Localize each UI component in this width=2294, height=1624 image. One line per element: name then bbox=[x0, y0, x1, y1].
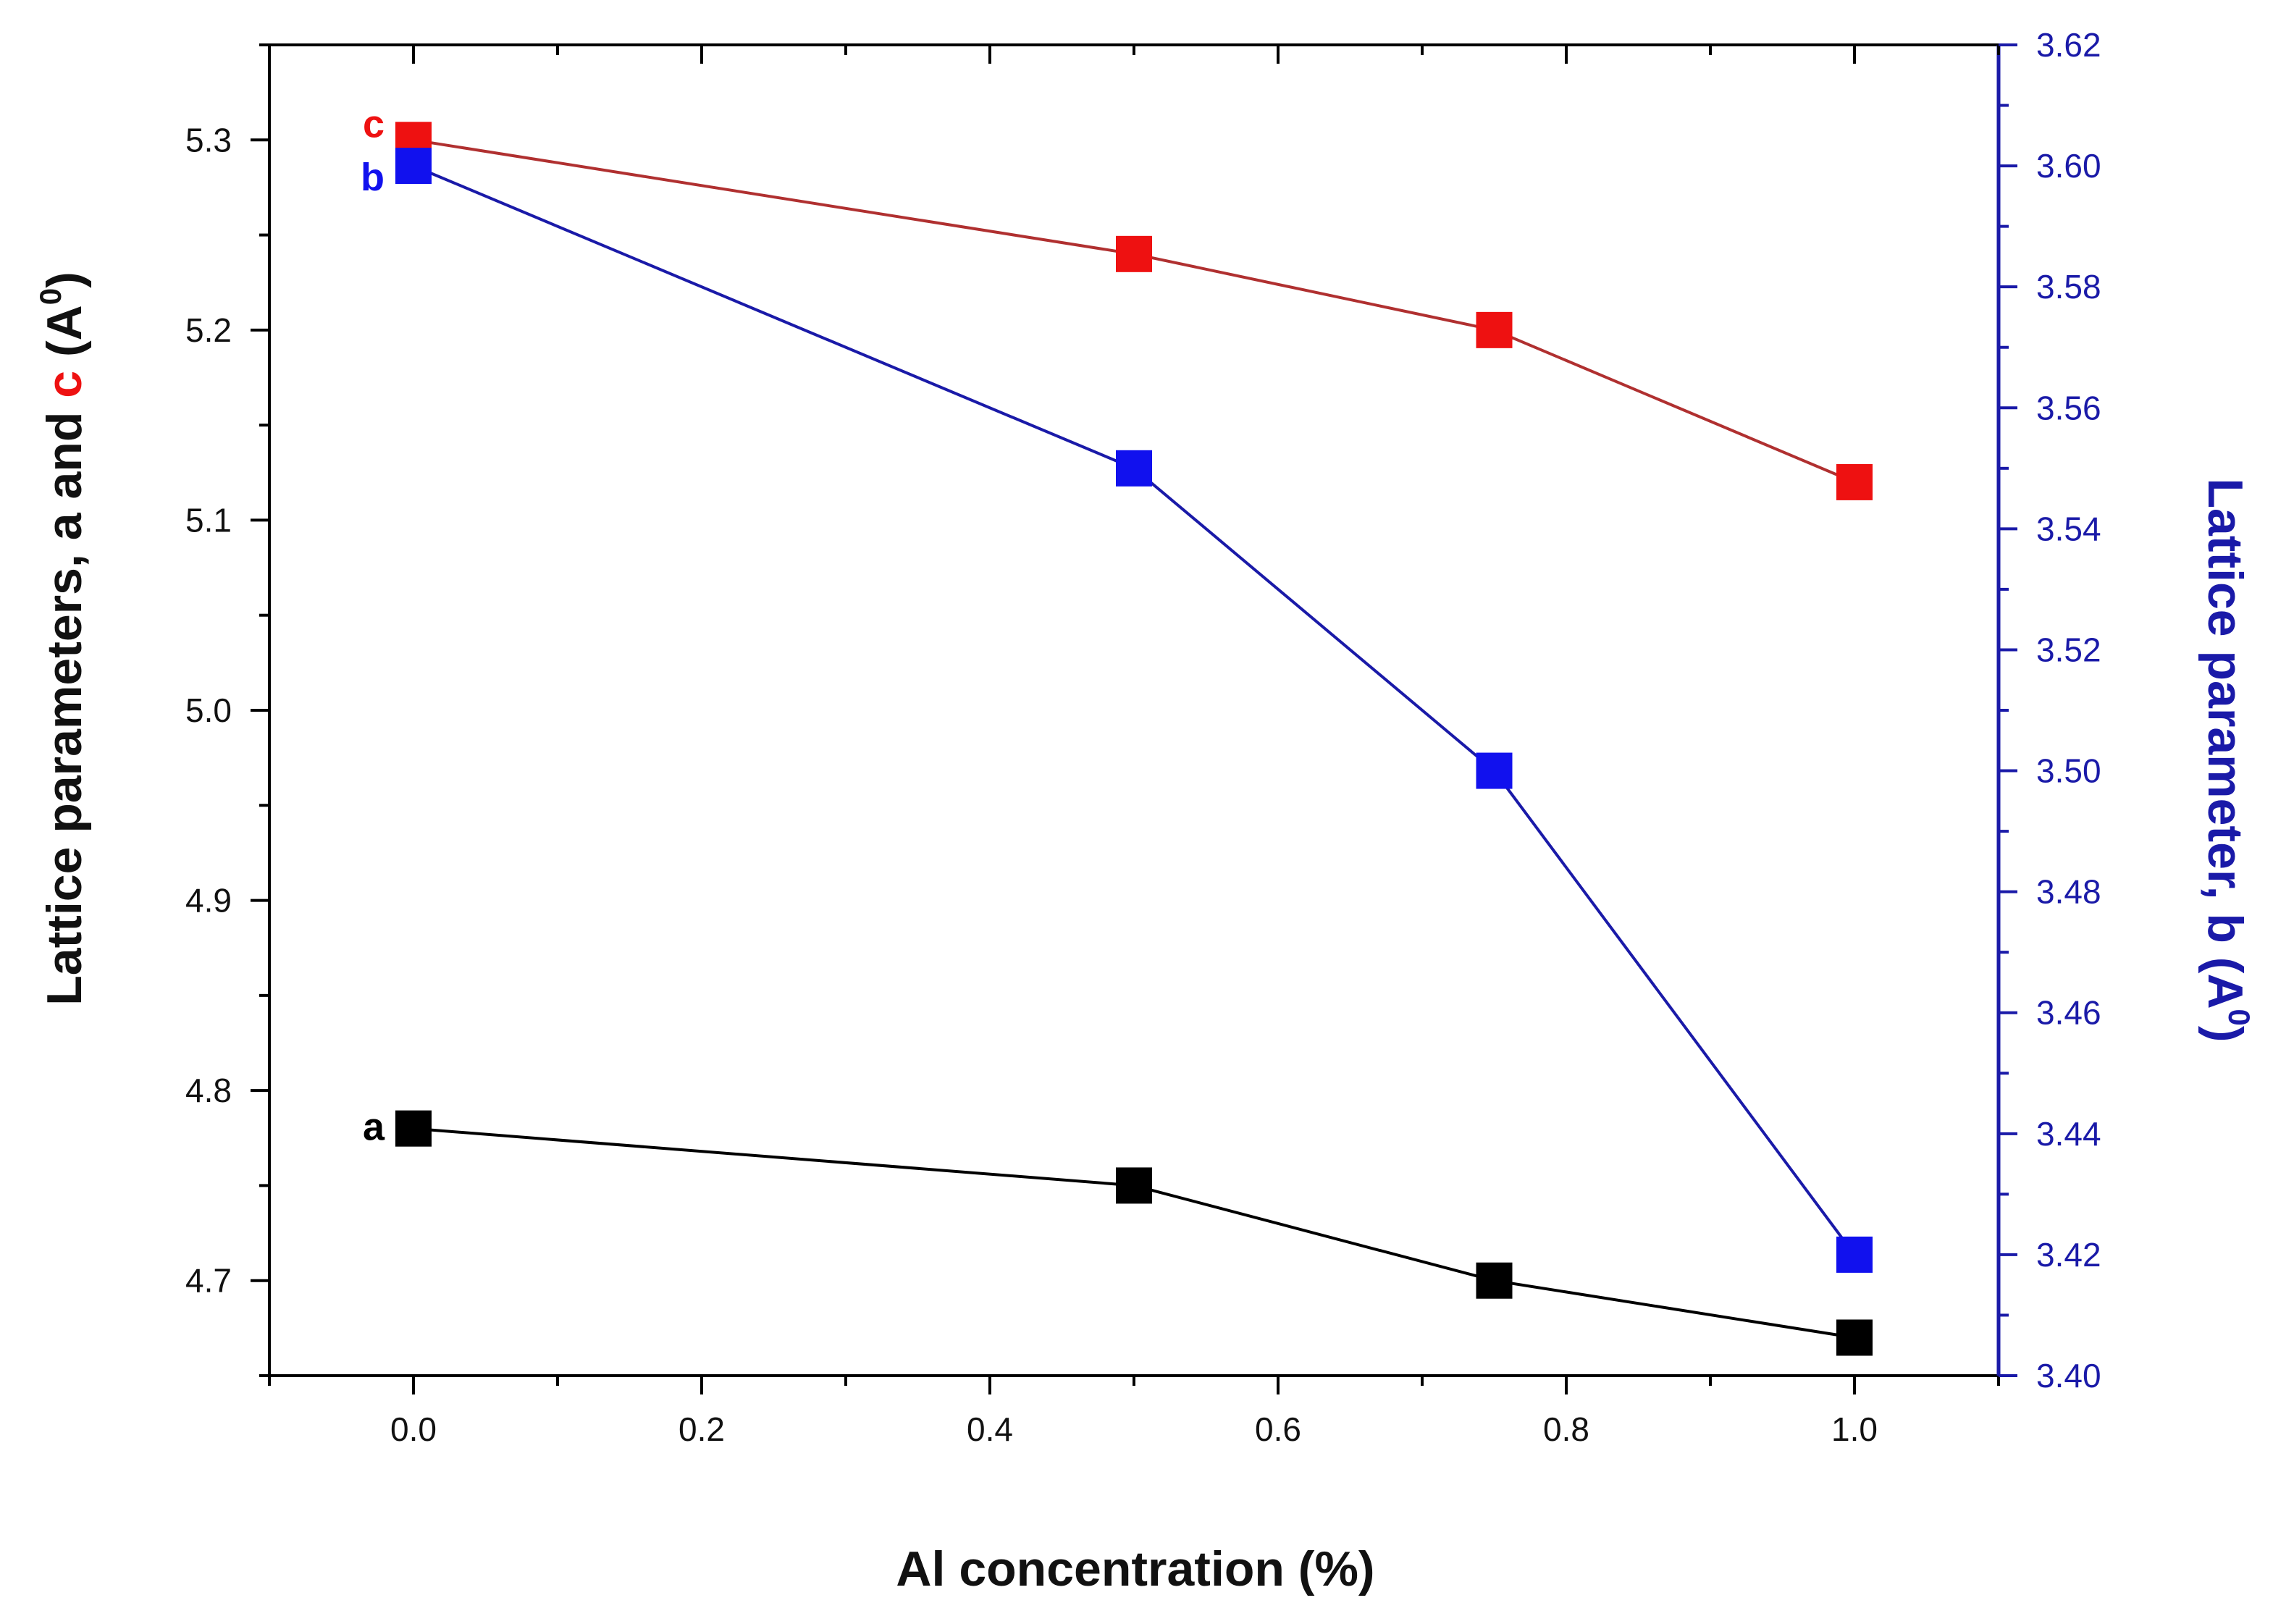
data-point-c bbox=[1476, 311, 1513, 348]
y-left-tick-label: 4.9 bbox=[185, 882, 232, 920]
data-point-b bbox=[1476, 752, 1513, 789]
data-point-c bbox=[1116, 235, 1152, 272]
y-left-tick-label: 4.8 bbox=[185, 1072, 232, 1109]
y-right-tick-label: 3.46 bbox=[2036, 994, 2101, 1032]
y-right-tick-label: 3.40 bbox=[2036, 1357, 2101, 1394]
y-left-tick-label: 4.7 bbox=[185, 1262, 232, 1300]
x-tick-label: 1.0 bbox=[1831, 1410, 1878, 1448]
y-right-tick-label: 3.58 bbox=[2036, 268, 2101, 306]
series-line-c bbox=[413, 138, 1855, 484]
y-right-tick-label: 3.44 bbox=[2036, 1115, 2101, 1153]
data-point-b bbox=[395, 148, 432, 185]
y-right-tick-label: 3.60 bbox=[2036, 147, 2101, 185]
y-axis-title-left: Lattice parameters, a and c (A0) bbox=[33, 272, 92, 1006]
y-axis-title-left-highlight: c bbox=[37, 371, 92, 398]
y-left-tick-label: 5.2 bbox=[185, 311, 232, 349]
y-right-tick-label: 3.52 bbox=[2036, 631, 2101, 668]
series-line-a bbox=[413, 1127, 1855, 1339]
y-axis-title-right: Lattice parameter, b (A0) bbox=[2198, 478, 2256, 1042]
series-group bbox=[395, 122, 1873, 1356]
data-point-b bbox=[1116, 450, 1152, 487]
data-point-c bbox=[1836, 463, 1873, 500]
y-left-tick-label: 5.0 bbox=[185, 691, 232, 729]
y-right-tick-label: 3.50 bbox=[2036, 752, 2101, 790]
y-axis-title-left-superscript: 0 bbox=[33, 288, 67, 305]
y-right-tick-label: 3.56 bbox=[2036, 389, 2101, 426]
y-left-tick-label: 5.3 bbox=[185, 121, 232, 159]
y-axis-title-right-close: ) bbox=[2198, 1026, 2253, 1043]
y-right-tick-label: 3.62 bbox=[2036, 26, 2101, 64]
series-label-b: b bbox=[361, 156, 385, 199]
data-point-a bbox=[1836, 1319, 1873, 1356]
y-right-tick-label: 3.54 bbox=[2036, 510, 2101, 547]
y-axis-title-left-prefix: Lattice parameters, a and bbox=[37, 398, 92, 1006]
x-tick-label: 0.8 bbox=[1543, 1410, 1589, 1448]
y-right-tick-label: 3.42 bbox=[2036, 1236, 2101, 1274]
x-axis-title: Al concentration (%) bbox=[896, 1541, 1374, 1596]
y-axis-title-right-superscript: 0 bbox=[2222, 1009, 2256, 1026]
series-line-b bbox=[413, 164, 1856, 1256]
series-label-c: c bbox=[363, 102, 385, 146]
x-tick-label: 0.2 bbox=[678, 1410, 725, 1448]
y-right-tick-label: 3.48 bbox=[2036, 873, 2101, 911]
axes-group bbox=[251, 43, 2017, 1394]
data-point-b bbox=[1836, 1236, 1873, 1273]
labels-group: Al concentration (%) Lattice parameters,… bbox=[33, 26, 2256, 1596]
y-axis-title-left-close: ) bbox=[37, 272, 92, 288]
data-point-a bbox=[395, 1110, 432, 1147]
series-label-a: a bbox=[363, 1106, 385, 1149]
y-axis-title-right-text: Lattice parameter, b (A bbox=[2198, 478, 2253, 1009]
data-point-a bbox=[1476, 1262, 1513, 1299]
x-tick-label: 0.6 bbox=[1255, 1410, 1301, 1448]
y-axis-title-left-suffix: (A bbox=[37, 305, 92, 371]
y-left-tick-label: 5.1 bbox=[185, 501, 232, 539]
x-tick-label: 0.4 bbox=[967, 1410, 1013, 1448]
x-tick-label: 0.0 bbox=[390, 1410, 437, 1448]
data-point-a bbox=[1116, 1167, 1152, 1204]
